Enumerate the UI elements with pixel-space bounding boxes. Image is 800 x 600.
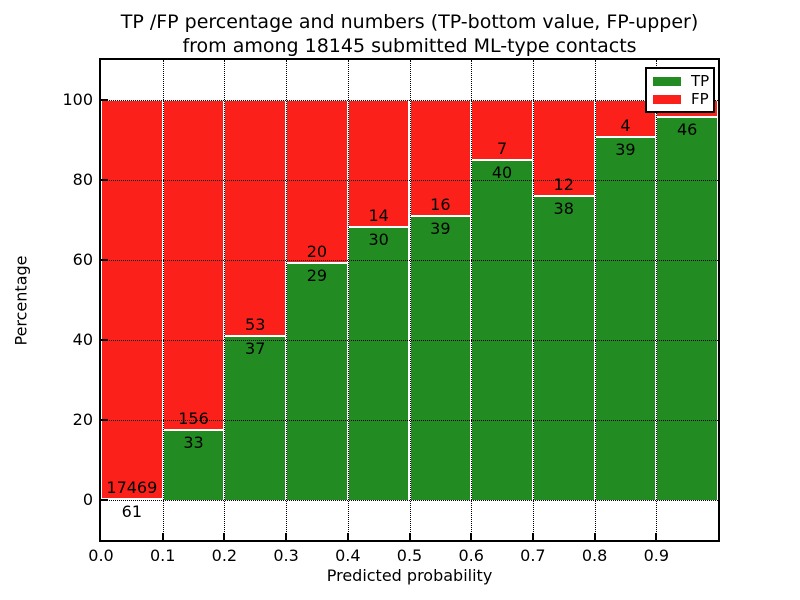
bar-label-fp: 12 bbox=[553, 175, 574, 194]
bar-segment-tp bbox=[224, 335, 287, 500]
bar-label-tp: 29 bbox=[306, 266, 328, 286]
bar-label-fp: 156 bbox=[178, 409, 209, 429]
legend-item-fp: FP bbox=[653, 90, 709, 108]
bar-segment-fp bbox=[471, 100, 533, 160]
y-tick-label: 0 bbox=[82, 490, 93, 509]
y-axis-tick bbox=[101, 99, 108, 101]
bar-label-tp: 38 bbox=[553, 199, 574, 218]
bar-label-fp: 16 bbox=[430, 195, 451, 215]
bar-label-tp: 40 bbox=[491, 162, 513, 182]
legend-box: TP FP bbox=[645, 67, 715, 113]
x-tick-label: 0.2 bbox=[211, 546, 238, 565]
x-axis-label: Predicted probability bbox=[326, 566, 493, 585]
bar-label-fp: 4 bbox=[620, 116, 631, 136]
y-tick-label: 60 bbox=[72, 250, 93, 269]
x-axis-tick bbox=[223, 533, 226, 540]
y-axis-tick bbox=[101, 259, 108, 261]
x-tick-label: 0.7 bbox=[520, 546, 546, 565]
bar-label-tp: 46 bbox=[676, 119, 698, 139]
bar-segment-fp bbox=[286, 100, 348, 264]
gridline-vertical bbox=[162, 60, 164, 540]
y-axis-tick bbox=[101, 179, 108, 181]
x-tick-label: 0.8 bbox=[581, 546, 608, 565]
y-axis-tick bbox=[101, 339, 108, 341]
chart-title-line2: from among 18145 submitted ML-type conta… bbox=[182, 35, 637, 57]
x-tick-label: 0.5 bbox=[396, 546, 423, 565]
bar-segment-tp bbox=[162, 430, 225, 500]
x-axis-tick bbox=[470, 533, 473, 540]
bar-segment-tp bbox=[471, 159, 533, 500]
fp-legend-label: FP bbox=[691, 90, 709, 108]
bar-label-fp: 53 bbox=[245, 314, 266, 334]
bar-segment-fp bbox=[594, 100, 657, 138]
y-axis-tick bbox=[101, 419, 108, 421]
x-axis-tick bbox=[655, 533, 658, 540]
bar-segment-tp bbox=[347, 227, 410, 500]
bar-segment-fp bbox=[101, 100, 163, 499]
gridline-vertical bbox=[532, 60, 534, 540]
x-axis-tick bbox=[285, 533, 288, 540]
x-axis-tick bbox=[593, 533, 596, 540]
gridline-vertical bbox=[409, 60, 411, 540]
bar-label-tp: 39 bbox=[615, 140, 636, 160]
x-axis-tick bbox=[531, 533, 534, 540]
chart-title: TP /FP percentage and numbers (TP-bottom… bbox=[101, 10, 718, 58]
y-axis-label-wrap: Percentage bbox=[8, 60, 34, 540]
bar-label-tp: 33 bbox=[183, 433, 204, 453]
bar-label-fp: 20 bbox=[306, 242, 328, 262]
bar-segment-tp bbox=[594, 137, 657, 500]
tp-legend-swatch bbox=[653, 76, 681, 86]
x-tick-label: 0.9 bbox=[643, 546, 670, 565]
bar-segment-tp bbox=[656, 116, 718, 500]
bar-label-tp: 30 bbox=[368, 230, 389, 250]
y-tick-label: 80 bbox=[72, 170, 93, 189]
x-axis-tick bbox=[346, 533, 349, 540]
x-tick-label: 0.3 bbox=[273, 546, 299, 565]
bar-label-tp: 37 bbox=[245, 338, 266, 358]
gridline-vertical bbox=[224, 60, 226, 540]
bar-label-fp: 7 bbox=[496, 138, 508, 158]
bar-segment-tp bbox=[532, 196, 595, 500]
gridline-vertical bbox=[471, 60, 473, 540]
chart-title-line1: TP /FP percentage and numbers (TP-bottom… bbox=[120, 11, 699, 33]
x-tick-label: 0.4 bbox=[335, 546, 361, 565]
bar-label-fp: 14 bbox=[368, 206, 389, 226]
gridline-vertical bbox=[594, 60, 596, 540]
gridline-vertical bbox=[286, 60, 288, 540]
gridline-vertical bbox=[347, 60, 349, 540]
x-tick-label: 0.0 bbox=[88, 546, 114, 565]
bar-label-tp: 39 bbox=[430, 219, 451, 239]
bar-label-fp: 17469 bbox=[106, 477, 158, 497]
fp-legend-swatch bbox=[653, 94, 681, 104]
bar-segment-fp bbox=[162, 100, 225, 431]
gridline-vertical bbox=[656, 60, 658, 540]
x-tick-label: 0.6 bbox=[458, 546, 484, 565]
y-tick-label: 100 bbox=[62, 90, 93, 109]
tp-legend-label: TP bbox=[691, 72, 710, 90]
x-tick-label: 0.1 bbox=[149, 546, 176, 565]
y-tick-label: 40 bbox=[72, 330, 93, 349]
x-axis-tick bbox=[161, 533, 164, 540]
legend-item-tp: TP bbox=[653, 72, 710, 90]
y-axis-label: Percentage bbox=[11, 254, 31, 346]
bar-label-tp: 61 bbox=[121, 501, 143, 521]
plot-area: 0 20 40 60 80 100 0.0 0.1 0.2 0.3 0.4 0.5 0.6 0.7 0.8 0… bbox=[62, 60, 718, 565]
bar-segment-tp bbox=[286, 263, 348, 500]
y-axis-tick bbox=[101, 499, 108, 501]
bar-segment-fp bbox=[409, 100, 472, 217]
y-tick-label: 20 bbox=[72, 410, 93, 429]
bar-segment-fp bbox=[224, 100, 287, 336]
x-axis-tick bbox=[408, 533, 411, 540]
